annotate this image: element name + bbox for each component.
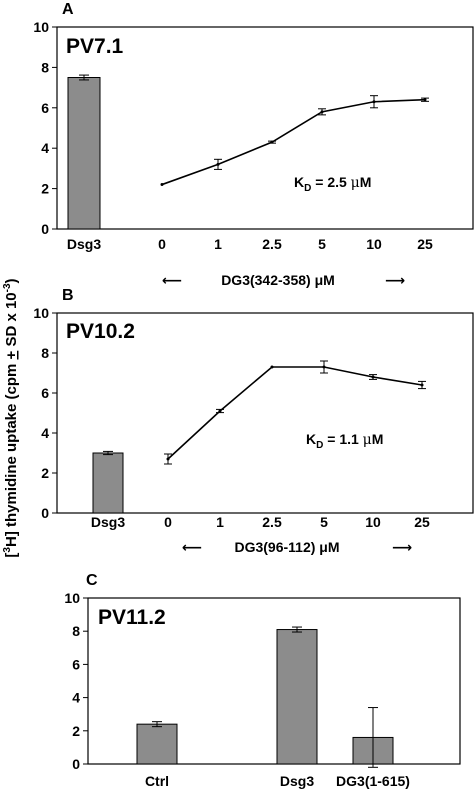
y-tick-label: 2 (41, 181, 49, 197)
plot-frame (56, 26, 474, 230)
y-tick-label: 2 (72, 723, 80, 739)
y-tick-label: 4 (41, 140, 49, 156)
kd-mu: μ (363, 432, 372, 448)
x-category-label: Ctrl (145, 773, 169, 789)
bar (276, 629, 318, 765)
panel-title: PV10.2 (66, 320, 135, 343)
x-axis-label-text: DG3(342-358) μM (221, 272, 335, 288)
x-category-label: DG3(1-615) (336, 773, 410, 789)
y-label-part: H] thymidine uptake (cpm (3, 359, 20, 547)
y-label-part: ) (3, 278, 20, 283)
x-tick-label: 1 (214, 236, 222, 252)
y-tick-label: 2 (41, 465, 49, 481)
chart-panel-a: 0 2 4 6 8 10 A PV7.1 Dsg3 0 1 2.5 5 10 25 KD = 2.5 μM ⟵ D… (33, 1, 474, 288)
x-tick-label: 10 (365, 514, 381, 530)
kd-annotation: KD = 1.1 μM (306, 431, 383, 451)
y-tick-label: 10 (33, 19, 49, 35)
panel-letter: A (62, 1, 74, 18)
x-category-label: Dsg3 (91, 514, 125, 530)
y-tick-label: 6 (72, 656, 80, 672)
right-arrow-icon: ⟶ (385, 272, 405, 288)
y-tick-label: 0 (41, 221, 49, 237)
x-tick-label: 25 (414, 514, 430, 530)
kd-k: K (294, 174, 304, 190)
series-line (161, 98, 426, 186)
x-axis-label: ⟵ DG3(96-112) μM ⟶ (182, 539, 412, 555)
y-label-part: [ (3, 553, 20, 558)
y-tick-label: 8 (41, 59, 49, 75)
right-arrow-icon: ⟶ (392, 539, 412, 555)
x-category-label: Dsg3 (67, 236, 101, 252)
kd-value: = 1.1 (323, 431, 362, 447)
y-tick-label: 8 (72, 623, 80, 639)
left-arrow-icon: ⟵ (162, 272, 182, 288)
bar (136, 723, 178, 765)
kd-k: K (306, 431, 316, 447)
x-tick-label: 10 (366, 236, 382, 252)
x-axis-label: ⟵ DG3(342-358) μM ⟶ (162, 272, 405, 288)
x-tick-label: 5 (320, 514, 328, 530)
y-label-sup: 3 (2, 547, 13, 553)
y-label-sup: -3 (2, 283, 13, 292)
y-tick-label: 6 (41, 100, 49, 116)
kd-unit: M (360, 174, 372, 190)
y-tick-label: 6 (41, 385, 49, 401)
panel-title: PV11.2 (98, 606, 166, 629)
data-point (270, 365, 274, 369)
series-line (167, 366, 423, 460)
x-tick-label: 0 (158, 236, 166, 252)
y-label-part: SD x 10 (3, 292, 20, 350)
y-tick-label: 10 (33, 305, 49, 321)
kd-annotation: KD = 2.5 μM (294, 174, 371, 194)
plot-frame (87, 597, 461, 765)
left-arrow-icon: ⟵ (182, 539, 202, 555)
panel-letter: C (86, 572, 98, 589)
panel-title: PV7.1 (66, 35, 124, 58)
y-tick-label: 10 (64, 590, 80, 606)
y-tick-label: 8 (41, 345, 49, 361)
y-tick-label: 0 (72, 756, 80, 772)
x-tick-label: 2.5 (262, 514, 282, 530)
y-axis-label: [3H] thymidine uptake (cpm + SD x 10-3) (2, 278, 20, 557)
chart-panel-b: 0 2 4 6 8 10 B PV10.2 Dsg3 0 1 2.5 5 10 25 KD = 1.1 μM ⟵… (33, 287, 474, 555)
bar (67, 77, 101, 230)
kd-mu: μ (351, 175, 360, 191)
kd-unit: M (372, 431, 384, 447)
x-category-label: Dsg3 (280, 773, 314, 789)
kd-subscript: D (304, 183, 311, 194)
kd-subscript: D (316, 440, 323, 451)
x-tick-label: 25 (417, 236, 433, 252)
plot-frame (56, 312, 474, 514)
x-axis-label-text: DG3(96-112) μM (234, 539, 339, 555)
y-tick-label: 4 (72, 690, 80, 706)
x-tick-label: 5 (318, 236, 326, 252)
data-point (160, 183, 164, 187)
y-tick-label: 0 (41, 505, 49, 521)
x-tick-label: 1 (216, 514, 224, 530)
x-tick-label: 0 (164, 514, 172, 530)
panel-letter: B (62, 287, 74, 304)
y-label-plusminus: + (3, 350, 20, 359)
kd-value: = 2.5 (311, 174, 350, 190)
bar (92, 452, 124, 514)
x-tick-label: 2.5 (262, 236, 282, 252)
y-tick-label: 4 (41, 425, 49, 441)
